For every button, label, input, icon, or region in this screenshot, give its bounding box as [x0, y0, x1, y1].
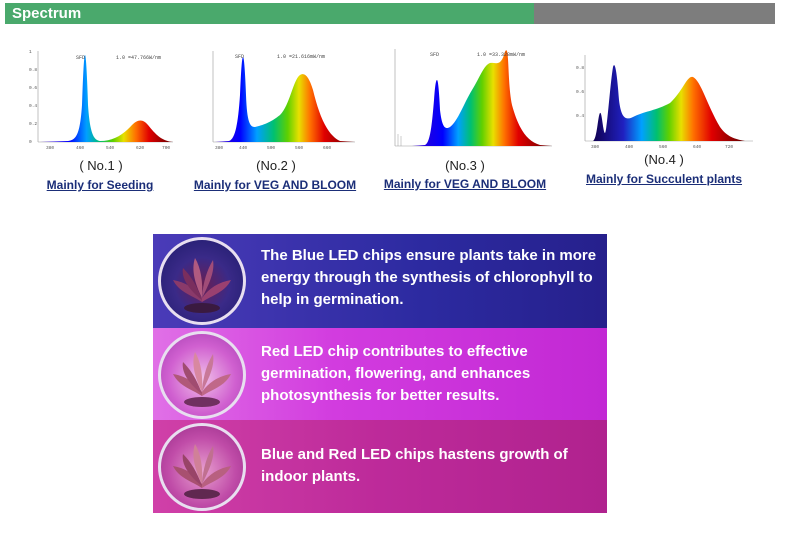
- sfd-label-3: SFD: [430, 52, 439, 58]
- spectrum-description-1: Mainly for Seeding: [46, 178, 154, 192]
- spectrum-graph-4: 0.8 0.6 0.4 380 480 560 640 720: [576, 55, 753, 150]
- spectrum-description-4: Mainly for Succulent plants: [585, 172, 743, 186]
- sfd-label-2: SFD: [235, 54, 244, 60]
- section-header-gray: [534, 3, 775, 24]
- spectrum-graph-1: 1 0.8 0.6 0.4 0.2 0 380 460 540 620 700 SFD 1.…: [29, 49, 173, 151]
- svg-text:0.8: 0.8: [29, 67, 37, 73]
- plant-icon: [173, 258, 231, 313]
- plant-image-blue: [158, 237, 246, 325]
- sfd-label-1: SFD: [76, 55, 85, 61]
- plant-image-blue-red: [158, 423, 246, 511]
- plant-image-red: [158, 331, 246, 419]
- svg-text:0.2: 0.2: [29, 121, 37, 127]
- svg-text:380: 380: [46, 145, 54, 151]
- svg-text:0.4: 0.4: [29, 103, 37, 109]
- svg-text:1: 1: [29, 49, 32, 55]
- section-header-green: Spectrum: [5, 3, 534, 24]
- svg-text:440: 440: [239, 145, 247, 151]
- svg-text:640: 640: [693, 144, 701, 150]
- red-led-text: Red LED chip contributes to effective ge…: [261, 343, 531, 404]
- spectrum-graph-3: SFD 1.0 =33.328mW/nm: [394, 49, 552, 147]
- blue-red-led-text: Blue and Red LED chips hastens growth of…: [261, 446, 568, 485]
- svg-text:0.4: 0.4: [576, 113, 584, 119]
- red-led-band: Red LED chip contributes to effective ge…: [153, 328, 607, 420]
- svg-text:720: 720: [725, 144, 733, 150]
- spectrum-description-3: Mainly for VEG AND BLOOM: [383, 177, 547, 191]
- plant-icon: [173, 352, 231, 407]
- readout-3: 1.0 =33.328mW/nm: [477, 52, 525, 58]
- spectrum-number-3: (No.3 ): [445, 158, 485, 173]
- svg-text:500: 500: [267, 145, 275, 151]
- readout-2: 1.0 =21.616mW/nm: [277, 54, 325, 60]
- svg-text:0: 0: [29, 139, 32, 145]
- svg-text:560: 560: [659, 144, 667, 150]
- svg-text:0.6: 0.6: [576, 89, 584, 95]
- blue-led-band: The Blue LED chips ensure plants take in…: [153, 234, 607, 328]
- spectrum-number-1: ( No.1 ): [79, 158, 123, 173]
- spectrum-graph-2: 380 440 500 560 660 SFD 1.0 =21.616mW/nm: [212, 51, 355, 151]
- led-info-panel: The Blue LED chips ensure plants take in…: [153, 234, 607, 513]
- section-title: Spectrum: [12, 5, 82, 22]
- svg-text:0.6: 0.6: [29, 85, 37, 91]
- spectrum-number-4: (No.4 ): [644, 152, 684, 167]
- svg-text:380: 380: [215, 145, 223, 151]
- svg-text:560: 560: [295, 145, 303, 151]
- svg-text:540: 540: [106, 145, 114, 151]
- spectrum-description-2: Mainly for VEG AND BLOOM: [193, 178, 357, 192]
- svg-text:380: 380: [591, 144, 599, 150]
- blue-red-led-band: Blue and Red LED chips hastens growth of…: [153, 420, 607, 513]
- svg-text:0.8: 0.8: [576, 65, 584, 71]
- spectrum-number-2: (No.2 ): [256, 158, 296, 173]
- section-header: Spectrum: [5, 3, 775, 24]
- svg-text:620: 620: [136, 145, 144, 151]
- svg-text:460: 460: [76, 145, 84, 151]
- svg-text:480: 480: [625, 144, 633, 150]
- readout-1: 1.0 =47.766W/nm: [116, 55, 161, 61]
- svg-text:700: 700: [162, 145, 170, 151]
- svg-text:660: 660: [323, 145, 331, 151]
- blue-led-text: The Blue LED chips ensure plants take in…: [261, 247, 597, 308]
- plant-icon: [173, 444, 231, 499]
